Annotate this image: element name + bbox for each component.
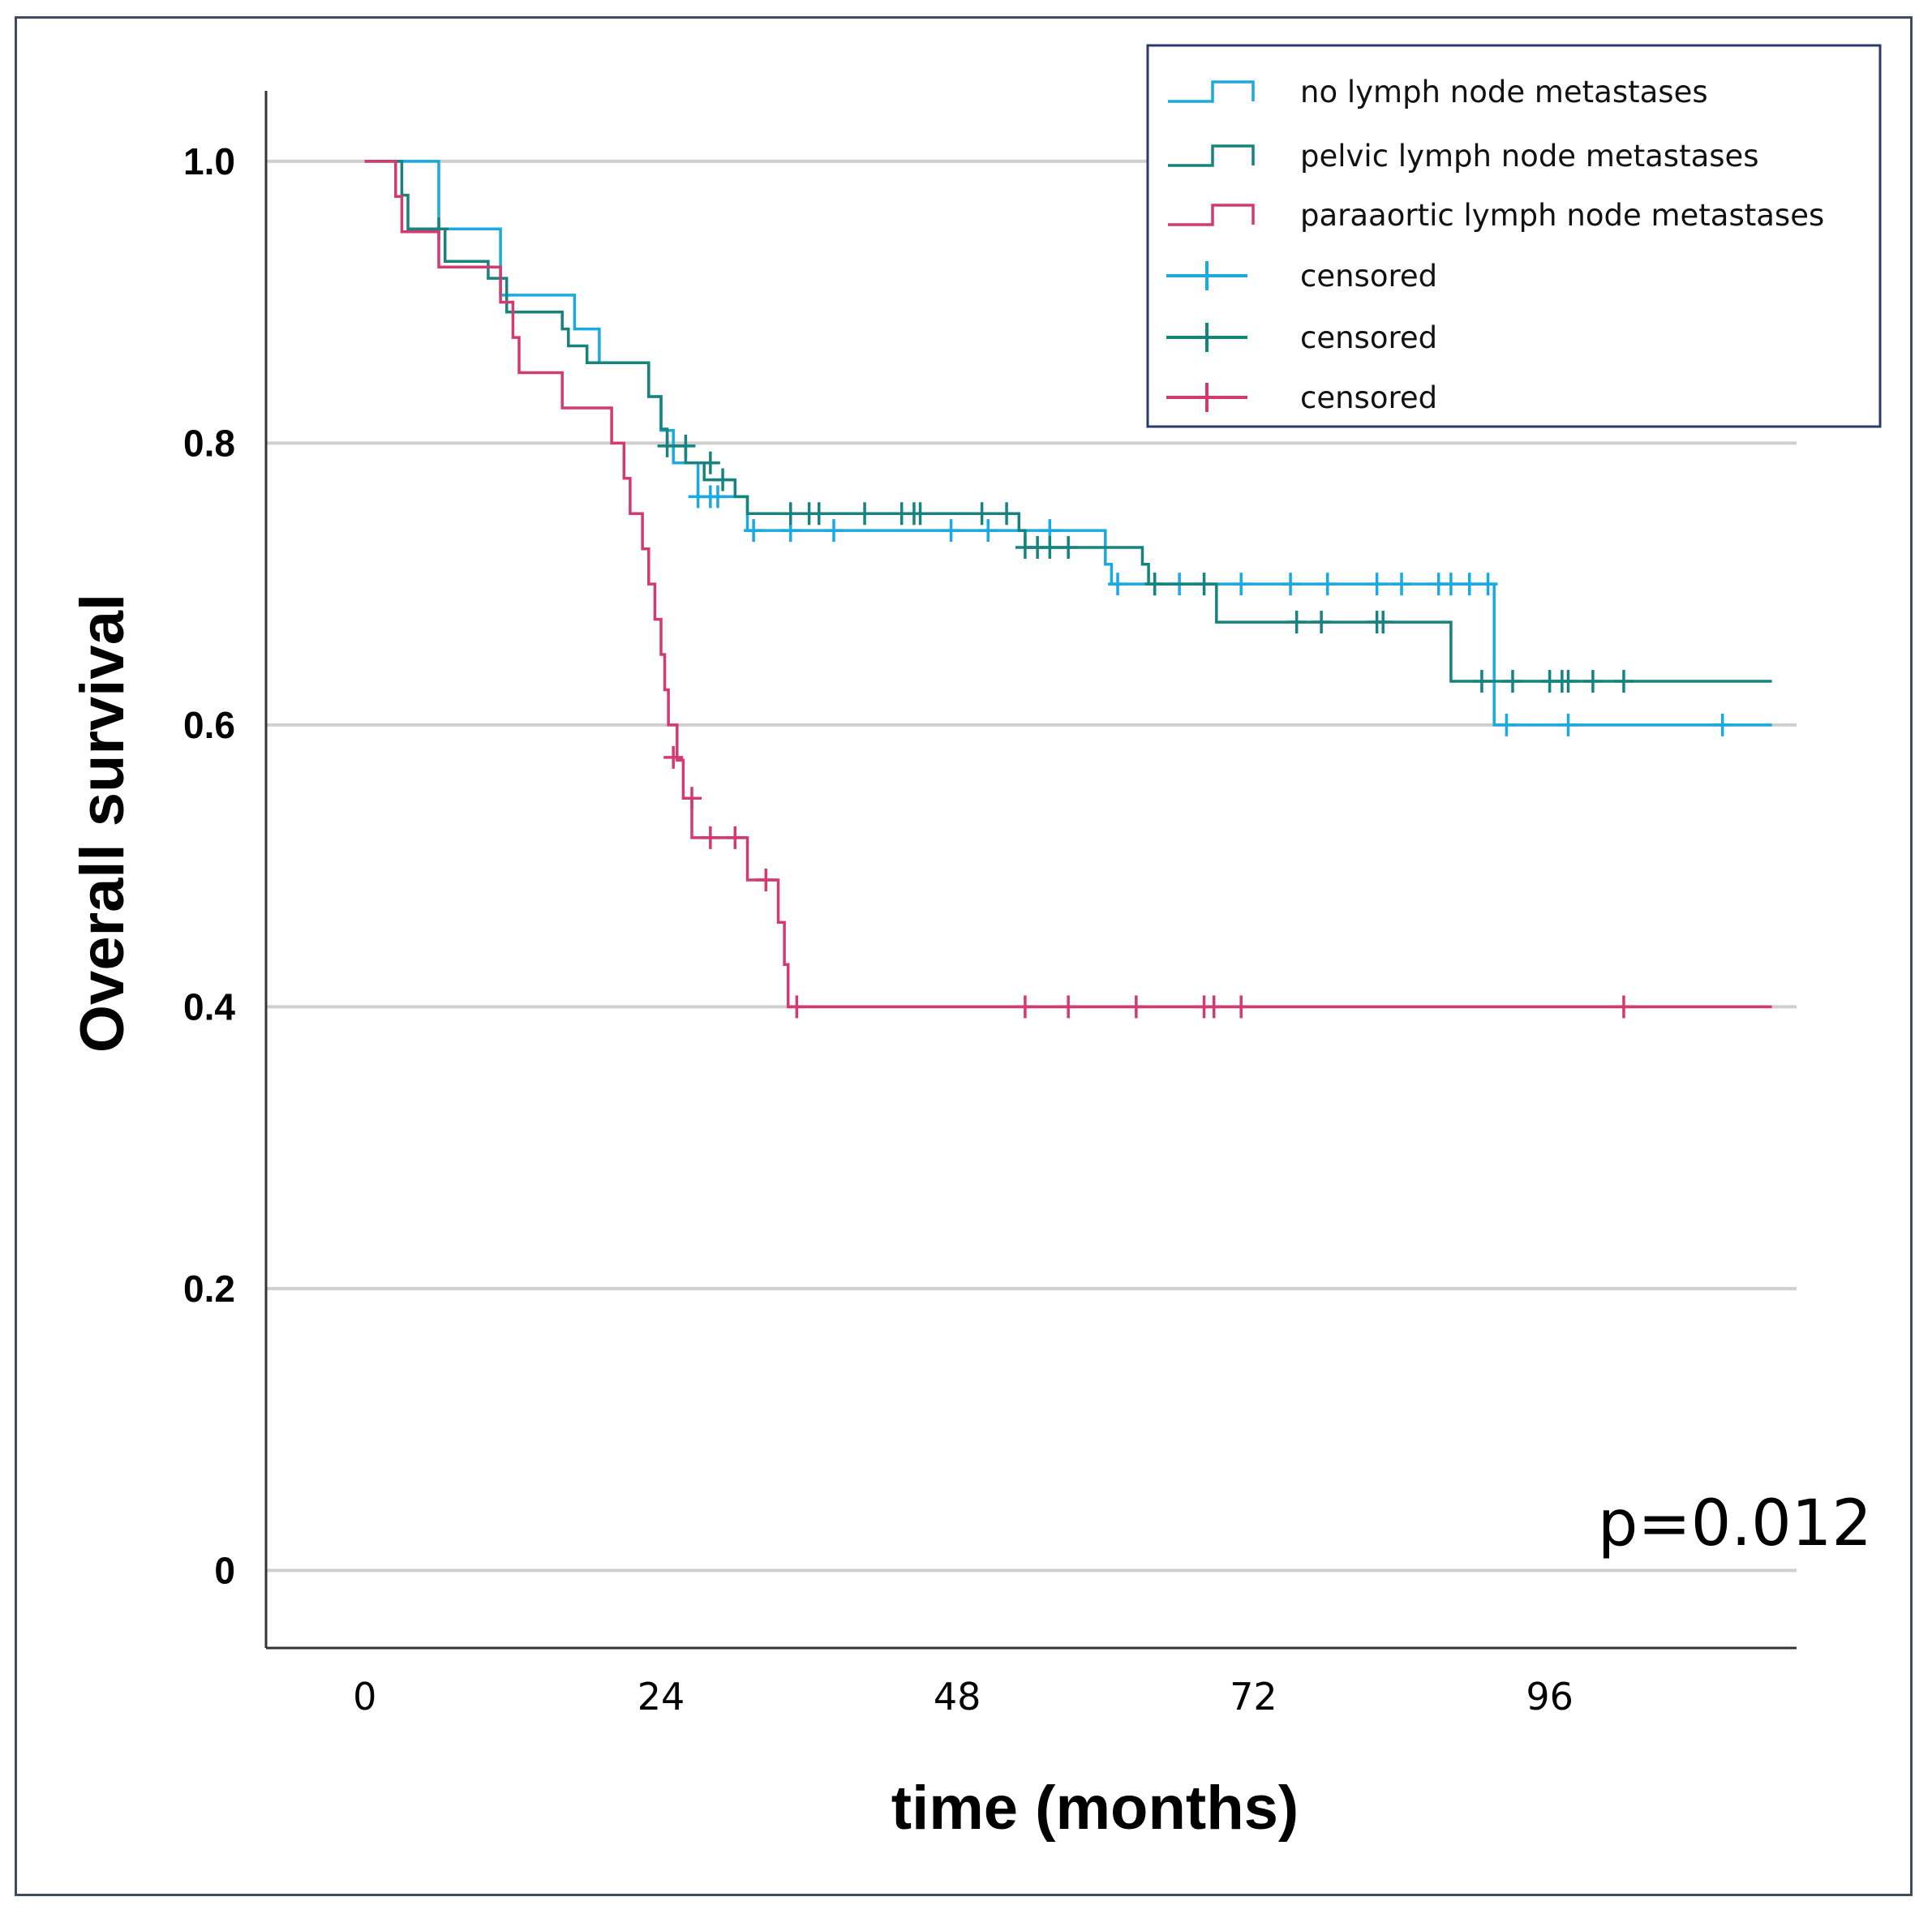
legend-entry-5: censored	[1166, 380, 1437, 415]
x-tick-label: 0	[353, 1675, 376, 1719]
y-tick-labels: 0 0.2 0.4 0.6 0.8 1.0	[183, 140, 235, 1592]
legend-entry-3: censored	[1166, 259, 1437, 294]
legend-label: censored	[1300, 320, 1437, 355]
figure-frame	[15, 16, 1913, 1896]
y-tick-label: 0.2	[183, 1268, 235, 1310]
legend-label: censored	[1300, 380, 1437, 415]
x-tick-label: 24	[638, 1675, 685, 1719]
legend-line-swatch	[1168, 204, 1255, 226]
legend-entry-1: pelvic lymph node metastases	[1168, 139, 1759, 174]
x-axis-title: time (months)	[891, 1774, 1299, 1843]
y-tick-label: 0.6	[183, 704, 235, 746]
y-tick-label: 1.0	[183, 140, 235, 182]
series-2	[364, 160, 1772, 1019]
series-layer	[364, 160, 1772, 1019]
legend-line-swatch	[1168, 144, 1255, 167]
y-axis-title: Overall survival	[68, 594, 137, 1053]
x-tick-labels: 0 24 48 72 96	[353, 1675, 1574, 1719]
legend-label: no lymph node metastases	[1300, 75, 1708, 109]
p-value-annotation: p=0.012	[1598, 1487, 1872, 1560]
legend-entry-4: censored	[1166, 320, 1437, 355]
legend-entry-0: no lymph node metastases	[1168, 75, 1708, 109]
y-tick-label: 0.4	[183, 985, 235, 1028]
y-tick-label: 0.8	[183, 422, 235, 464]
x-tick-label: 48	[934, 1675, 981, 1719]
legend: no lymph node metastases pelvic lymph nod…	[1146, 44, 1882, 428]
axes	[264, 91, 1797, 1650]
legend-label: pelvic lymph node metastases	[1300, 139, 1759, 174]
legend-box	[1146, 44, 1882, 428]
legend-line-swatch	[1168, 80, 1255, 103]
y-tick-label: 0	[214, 1549, 235, 1591]
legend-label: paraaortic lymph node metastases	[1300, 198, 1824, 233]
legend-entry-2: paraaortic lymph node metastases	[1168, 198, 1824, 233]
x-tick-label: 72	[1230, 1675, 1277, 1719]
survival-curve-2	[364, 160, 1772, 1009]
x-tick-label: 96	[1526, 1675, 1574, 1719]
legend-label: censored	[1300, 259, 1437, 294]
